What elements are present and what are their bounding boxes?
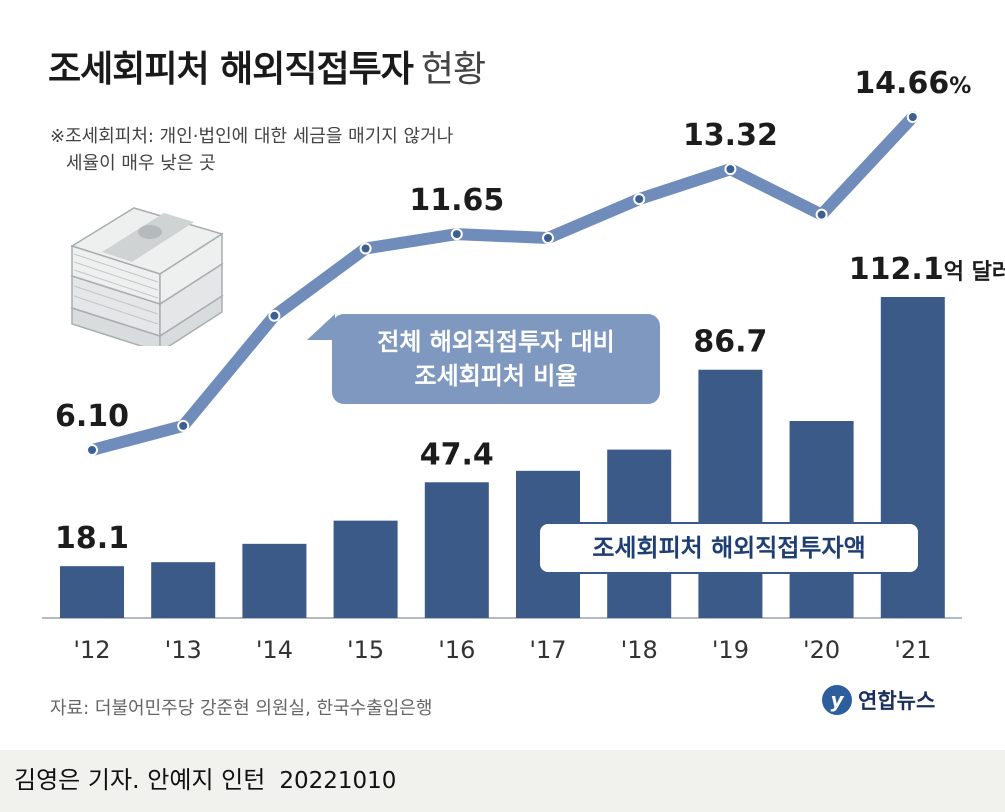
ratio-point-7: [724, 163, 737, 176]
definition-note: ※조세회피처: 개인·법인에 대한 세금을 매기지 않거나 세율이 매우 낮은 …: [50, 123, 453, 177]
ratio-point-2: [268, 309, 281, 322]
ratio-point-3: [359, 242, 372, 255]
x-tick-label-6: '18: [621, 636, 658, 664]
note-line-2: 세율이 매우 낮은 곳: [66, 153, 216, 174]
title-main: 조세회피처 해외직접투자: [48, 49, 414, 90]
bar-value-label-7: 86.7: [693, 325, 767, 360]
money-stack-icon: [70, 207, 224, 346]
x-tick-label-4: '16: [438, 636, 475, 664]
x-tick-label-8: '20: [803, 636, 840, 664]
bar-value-label-4: 47.4: [420, 437, 494, 472]
bar-1: [151, 562, 216, 618]
ratio-value-label-9: 14.66%: [854, 66, 971, 101]
ratio-point-4: [450, 228, 463, 241]
x-tick-label-0: '12: [73, 636, 110, 664]
byline: 김영은 기자. 안예지 인턴 20221010: [14, 760, 396, 795]
x-tick-label-2: '14: [256, 636, 293, 664]
ratio-callout-line-2: 조세회피처 비율: [414, 362, 578, 390]
yonhap-logo: y 연합뉴스: [822, 685, 935, 715]
ratio-value-label-0: 6.10: [55, 399, 129, 434]
source-note: 자료: 더불어민주당 강준현 의원실, 한국수출입은행: [50, 698, 433, 719]
callout-tail: [307, 314, 335, 340]
yonhap-logo-mark: y: [822, 685, 852, 715]
ratio-value-label-9-unit: %: [949, 74, 971, 99]
ratio-callout-line-1: 전체 해외직접투자 대비: [377, 328, 615, 356]
ratio-point-9: [906, 111, 919, 123]
x-tick-label-9: '21: [894, 636, 931, 664]
ratio-point-6: [633, 193, 646, 206]
title-sub: 현황: [420, 49, 486, 90]
ratio-value-label-4: 11.65: [409, 183, 504, 218]
ratio-callout: 전체 해외직접투자 대비 조세회피처 비율: [332, 314, 660, 404]
bar-value-label-9-unit: 억 달러: [944, 260, 1005, 285]
bar-4: [424, 482, 489, 618]
amount-callout: 조세회피처 해외직접투자액: [538, 522, 920, 574]
bar-2: [242, 543, 307, 618]
ratio-series-line: [86, 111, 919, 456]
x-tick-label-3: '15: [347, 636, 384, 664]
bar-3: [333, 520, 398, 618]
x-tick-label-5: '17: [529, 636, 566, 664]
byline-authors: 김영은 기자. 안예지 인턴: [14, 766, 266, 794]
x-tick-label-1: '13: [165, 636, 202, 664]
bar-8: [789, 420, 854, 618]
page-title: 조세회피처 해외직접투자 현황: [48, 40, 486, 92]
ratio-point-1: [177, 419, 190, 432]
ratio-point-5: [542, 231, 554, 244]
byline-date: 20221010: [279, 768, 397, 794]
bar-7: [698, 369, 763, 618]
yonhap-logo-text: 연합뉴스: [858, 689, 936, 713]
ratio-value-label-7: 13.32: [683, 118, 778, 153]
note-line-1: ※조세회피처: 개인·법인에 대한 세금을 매기지 않거나: [50, 126, 454, 147]
x-tick-label-7: '19: [712, 636, 749, 664]
bar-0: [60, 566, 124, 618]
ratio-point-0: [86, 444, 98, 456]
ratio-point-8: [815, 208, 828, 221]
bar-value-label-0: 18.1: [55, 521, 129, 556]
bar-value-label-9: 112.1억 달러: [849, 252, 1005, 287]
